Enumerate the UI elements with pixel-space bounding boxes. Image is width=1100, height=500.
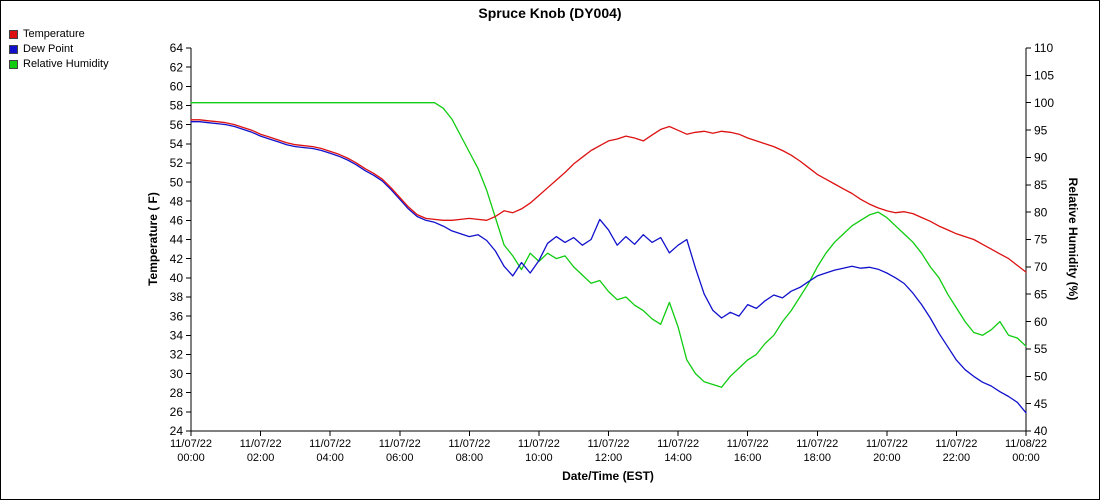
y-tick-label-left: 52 — [170, 156, 184, 170]
y-tick-label-left: 56 — [170, 118, 184, 132]
x-tick-label-date: 11/07/22 — [309, 438, 351, 450]
x-tick-label-date: 11/07/22 — [727, 438, 769, 450]
y-tick-label-right: 90 — [1034, 151, 1048, 165]
relative-humidity-swatch-icon — [9, 60, 18, 69]
y-tick-label-left: 24 — [170, 424, 184, 438]
y-tick-label-right: 50 — [1034, 369, 1048, 383]
x-tick-label-time: 06:00 — [386, 452, 414, 464]
y-tick-label-right: 100 — [1034, 96, 1054, 110]
x-tick-label-time: 04:00 — [316, 452, 344, 464]
x-tick-label-date: 11/07/22 — [587, 438, 629, 450]
legend-label-relative-humidity: Relative Humidity — [23, 58, 109, 70]
y-tick-label-left: 64 — [170, 41, 184, 55]
y-tick-label-left: 30 — [170, 367, 184, 381]
temperature-swatch-icon — [9, 30, 18, 39]
x-tick-label-time: 12:00 — [595, 452, 623, 464]
y-tick-label-right: 110 — [1034, 41, 1053, 55]
x-tick-label-time: 22:00 — [943, 452, 971, 464]
y-tick-label-left: 60 — [170, 80, 184, 94]
legend-label-dew-point: Dew Point — [23, 43, 74, 55]
x-tick-label-date: 11/07/22 — [866, 438, 908, 450]
y-tick-label-right: 55 — [1034, 342, 1048, 356]
x-tick-label-date: 11/07/22 — [657, 438, 699, 450]
y-tick-label-right: 75 — [1034, 233, 1048, 247]
x-axis-title: Date/Time (EST) — [562, 469, 654, 483]
x-tick-label-date: 11/07/22 — [796, 438, 838, 450]
y-tick-label-right: 105 — [1034, 69, 1054, 83]
y-tick-label-left: 28 — [170, 386, 184, 400]
y-tick-label-left: 36 — [170, 309, 184, 323]
y-tick-label-left: 46 — [170, 214, 184, 228]
y-tick-label-left: 42 — [170, 252, 184, 266]
y-tick-label-left: 40 — [170, 271, 184, 285]
x-tick-label-time: 02:00 — [247, 452, 275, 464]
y-tick-label-right: 85 — [1034, 178, 1048, 192]
y-tick-label-left: 54 — [170, 137, 184, 151]
x-tick-label-date: 11/07/22 — [240, 438, 282, 450]
y-tick-label-left: 58 — [170, 99, 184, 113]
x-tick-label-time: 10:00 — [525, 452, 553, 464]
y-tick-label-right: 80 — [1034, 205, 1048, 219]
x-tick-label-time: 00:00 — [1012, 452, 1040, 464]
x-tick-label-time: 20:00 — [873, 452, 901, 464]
legend-item-dew-point: Dew Point — [9, 42, 109, 57]
y-tick-label-left: 62 — [170, 60, 184, 74]
x-tick-label-time: 00:00 — [177, 452, 205, 464]
y-tick-label-left: 34 — [170, 328, 184, 342]
legend-label-temperature: Temperature — [23, 28, 85, 40]
y-tick-label-left: 48 — [170, 194, 184, 208]
x-tick-label-time: 18:00 — [803, 452, 831, 464]
x-tick-label-date: 11/07/22 — [170, 438, 212, 450]
y-tick-label-right: 65 — [1034, 287, 1048, 301]
y-tick-label-right: 95 — [1034, 123, 1048, 137]
y-tick-label-left: 50 — [170, 175, 184, 189]
x-tick-label-date: 11/08/22 — [1005, 438, 1047, 450]
legend: Temperature Dew Point Relative Humidity — [9, 27, 109, 72]
y-tick-label-left: 44 — [170, 233, 184, 247]
series-relative-humidity — [190, 102, 1027, 388]
y-tick-label-right: 45 — [1034, 397, 1048, 411]
y-tick-label-right: 40 — [1034, 424, 1048, 438]
x-tick-label-date: 11/07/22 — [448, 438, 490, 450]
series-temperature — [190, 119, 1027, 273]
x-tick-label-time: 08:00 — [456, 452, 484, 464]
y-tick-label-left: 38 — [170, 290, 184, 304]
legend-item-temperature: Temperature — [9, 27, 109, 42]
x-tick-label-date: 11/07/22 — [935, 438, 977, 450]
x-tick-label-time: 14:00 — [664, 452, 692, 464]
series-dew-point — [190, 121, 1027, 414]
x-tick-label-date: 11/07/22 — [379, 438, 421, 450]
chart-title: Spruce Knob (DY004) — [478, 5, 622, 21]
x-tick-label-time: 16:00 — [734, 452, 762, 464]
y-tick-label-left: 26 — [170, 405, 184, 419]
y-tick-label-left: 32 — [170, 348, 184, 362]
y-tick-label-right: 70 — [1034, 260, 1048, 274]
legend-item-relative-humidity: Relative Humidity — [9, 57, 109, 72]
x-tick-label-date: 11/07/22 — [518, 438, 560, 450]
y-tick-label-right: 60 — [1034, 315, 1048, 329]
dew-point-swatch-icon — [9, 45, 18, 54]
